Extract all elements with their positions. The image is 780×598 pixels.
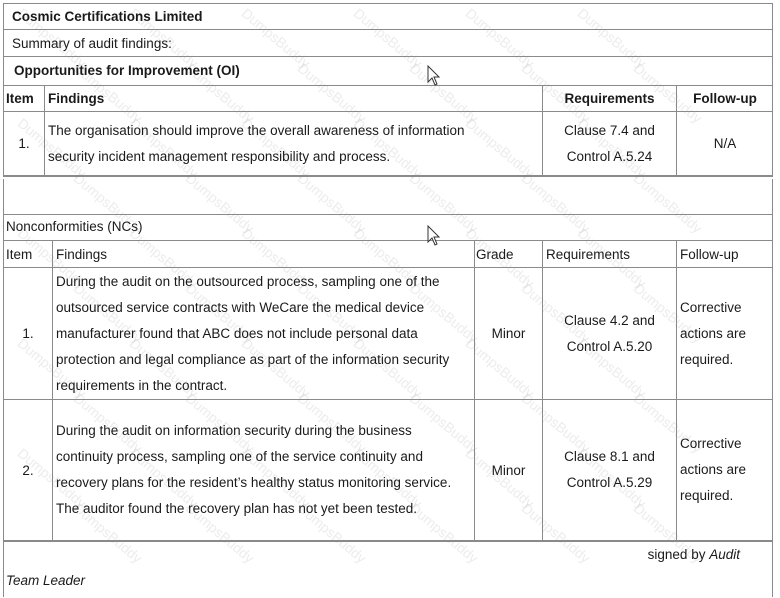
company-row: Cosmic Certifications Limited [3,3,773,30]
oi-item: 1. [4,112,45,175]
signer-title-continued: Team Leader [6,573,86,588]
nc-requirements: Clause 4.2 and Control A.5.20 [543,268,677,399]
signature-row: signed by Audit Team Leader [3,542,773,597]
oi-title-row: Opportunities for Improvement (OI) [3,57,773,86]
oi-header-item: Item [4,86,45,111]
oi-row: 1. The organisation should improve the o… [3,112,773,177]
oi-followup: N/A [713,136,737,151]
mouse-cursor-icon [427,65,441,86]
nc-header-requirements: Requirements [543,241,677,267]
mouse-cursor-icon [427,225,441,246]
nc-row-1: 1. During the audit on the outsourced pr… [3,268,773,400]
oi-title: Opportunities for Improvement (OI) [14,63,240,78]
summary-label: Summary of audit findings: [12,36,172,51]
nc-item: 1. [4,268,53,399]
nc-followup: Corrective actions are required. [680,436,747,503]
nc-req-clause: Clause 8.1 and [564,449,655,464]
nc-followup: Corrective actions are required. [680,299,747,367]
nc-item: 2. [4,400,53,540]
oi-header-row: Item Findings Requirements Follow-up [3,86,773,112]
nc-header-grade: Grade [475,241,543,267]
nc-title-row: Nonconformities (NCs) [3,215,773,241]
summary-row: Summary of audit findings: [3,30,773,57]
signed-by-label: signed by [647,547,706,562]
nc-finding: During the audit on information security… [53,400,475,540]
oi-header-followup: Follow-up [693,91,757,106]
oi-finding: The organisation should improve the over… [45,112,543,175]
oi-header-requirements: Requirements [543,86,677,111]
nc-req-control: Control A.5.20 [566,338,653,354]
nc-req-clause: Clause 4.2 and [564,312,655,328]
nc-requirements: Clause 8.1 and Control A.5.29 [543,400,677,540]
nc-header-item: Item [4,241,53,267]
signer-title: Audit [709,547,740,562]
signature-line: signed by Audit [648,547,740,562]
company-name: Cosmic Certifications Limited [12,9,203,24]
oi-req-clause: Clause 7.4 and [564,122,655,138]
nc-row-2: 2. During the audit on information secur… [3,400,773,542]
nc-grade: Minor [475,268,543,399]
nc-finding: During the audit on the outsourced proce… [53,268,475,399]
oi-requirements: Clause 7.4 and Control A.5.24 [543,112,677,175]
nc-header-findings: Findings [53,241,475,267]
nc-title: Nonconformities (NCs) [6,219,143,234]
oi-header-findings: Findings [45,86,543,111]
nc-grade: Minor [475,400,543,540]
oi-req-control: Control A.5.24 [566,148,653,164]
nc-req-control: Control A.5.29 [566,475,653,490]
spacer-row [3,179,773,215]
nc-header-row: Item Findings Grade Requirements Follow-… [3,241,773,268]
nc-header-followup: Follow-up [680,246,739,262]
